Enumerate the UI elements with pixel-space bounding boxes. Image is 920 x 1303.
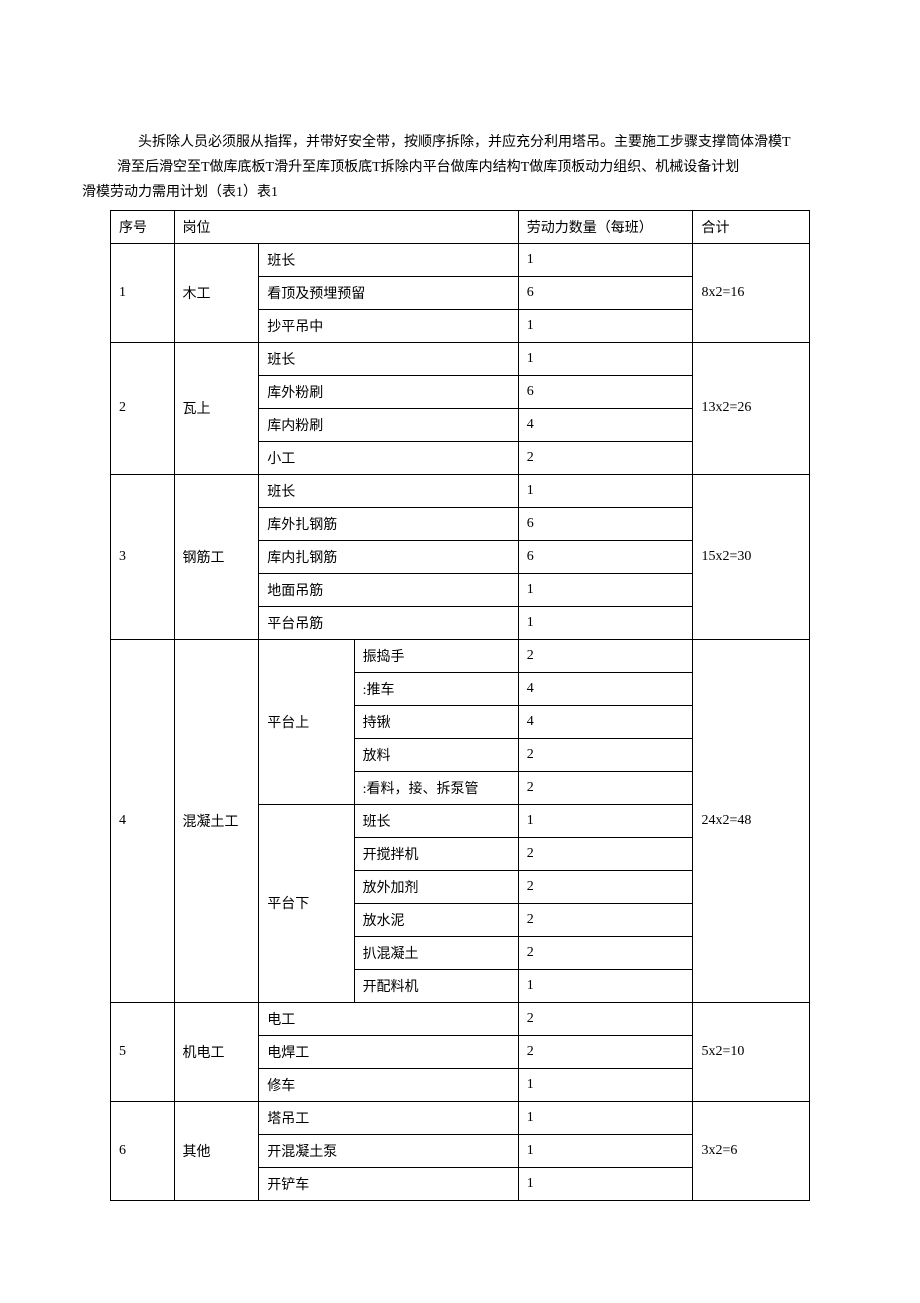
cell-sub: 班长: [259, 342, 518, 375]
cell-count: 1: [518, 309, 693, 342]
cell-sub: 扒混凝土: [354, 936, 518, 969]
cell-group: 平台下: [259, 804, 354, 1002]
cell-count: 6: [518, 276, 693, 309]
labor-plan-table: 序号岗位劳动力数量（每班）合计1木工班长18x2=16看顶及预埋预留6抄平吊中1…: [110, 210, 810, 1201]
cell-sub: 开铲车: [259, 1167, 518, 1200]
table-row: 2瓦上班长113x2=26: [111, 342, 810, 375]
table-row: 1木工班长18x2=16: [111, 243, 810, 276]
cell-total: 15x2=30: [693, 474, 810, 639]
cell-count: 2: [518, 441, 693, 474]
cell-total: 8x2=16: [693, 243, 810, 342]
cell-count: 6: [518, 375, 693, 408]
cell-count: 2: [518, 837, 693, 870]
cell-count: 2: [518, 771, 693, 804]
cell-sub: 地面吊筋: [259, 573, 518, 606]
cell-total: 24x2=48: [693, 639, 810, 1002]
cell-sub: 库外扎钢筋: [259, 507, 518, 540]
cell-sub: 开配料机: [354, 969, 518, 1002]
cell-sub: 塔吊工: [259, 1101, 518, 1134]
cell-sub: 抄平吊中: [259, 309, 518, 342]
cell-sub: :看料，接、拆泵管: [354, 771, 518, 804]
cell-role: 混凝土工: [174, 639, 259, 1002]
cell-sub: 电工: [259, 1002, 518, 1035]
cell-count: 1: [518, 969, 693, 1002]
table-row: 5机电工电工25x2=10: [111, 1002, 810, 1035]
cell-count: 1: [518, 573, 693, 606]
intro-line1: 头拆除人员必须服从指挥，并带好安全带，按顺序拆除，并应充分利用塔吊。主要施工步骤…: [138, 135, 791, 150]
cell-total: 13x2=26: [693, 342, 810, 474]
intro-paragraph: 头拆除人员必须服从指挥，并带好安全带，按顺序拆除，并应充分利用塔吊。主要施工步骤…: [110, 130, 810, 206]
cell-role: 机电工: [174, 1002, 259, 1101]
cell-count: 4: [518, 672, 693, 705]
cell-count: 1: [518, 1101, 693, 1134]
cell-sub: 库内粉刷: [259, 408, 518, 441]
table-row: 3钢筋工班长115x2=30: [111, 474, 810, 507]
cell-seq: 4: [111, 639, 175, 1002]
cell-seq: 3: [111, 474, 175, 639]
cell-role: 木工: [174, 243, 259, 342]
cell-role: 瓦上: [174, 342, 259, 474]
cell-sub: 放水泥: [354, 903, 518, 936]
cell-count: 2: [518, 1002, 693, 1035]
cell-sub: 持锹: [354, 705, 518, 738]
table-row: 4混凝土工平台上振捣手224x2=48: [111, 639, 810, 672]
cell-count: 1: [518, 342, 693, 375]
cell-sub: 班长: [354, 804, 518, 837]
cell-sub: 修车: [259, 1068, 518, 1101]
cell-count: 2: [518, 903, 693, 936]
cell-count: 2: [518, 1035, 693, 1068]
cell-count: 2: [518, 738, 693, 771]
cell-sub: 放外加剂: [354, 870, 518, 903]
cell-sub: 看顶及预埋预留: [259, 276, 518, 309]
header-total: 合计: [693, 210, 810, 243]
cell-count: 6: [518, 540, 693, 573]
cell-sub: 小工: [259, 441, 518, 474]
cell-sub: 库内扎钢筋: [259, 540, 518, 573]
cell-group: 平台上: [259, 639, 354, 804]
cell-total: 3x2=6: [693, 1101, 810, 1200]
cell-sub: 电焊工: [259, 1035, 518, 1068]
cell-count: 1: [518, 474, 693, 507]
cell-seq: 6: [111, 1101, 175, 1200]
cell-total: 5x2=10: [693, 1002, 810, 1101]
header-seq: 序号: [111, 210, 175, 243]
cell-seq: 5: [111, 1002, 175, 1101]
header-count: 劳动力数量（每班）: [518, 210, 693, 243]
intro-line2: 滑至后滑空至T做库底板T滑升至库顶板底T拆除内平台做库内结构T做库顶板动力组织、…: [110, 155, 810, 180]
cell-count: 1: [518, 1134, 693, 1167]
cell-sub: 振捣手: [354, 639, 518, 672]
cell-sub: 开混凝土泵: [259, 1134, 518, 1167]
cell-count: 2: [518, 639, 693, 672]
cell-count: 4: [518, 705, 693, 738]
cell-seq: 1: [111, 243, 175, 342]
cell-role: 其他: [174, 1101, 259, 1200]
cell-count: 1: [518, 1068, 693, 1101]
cell-count: 4: [518, 408, 693, 441]
cell-sub: :推车: [354, 672, 518, 705]
cell-count: 1: [518, 606, 693, 639]
cell-count: 1: [518, 243, 693, 276]
cell-count: 2: [518, 870, 693, 903]
table-header-row: 序号岗位劳动力数量（每班）合计: [111, 210, 810, 243]
cell-role: 钢筋工: [174, 474, 259, 639]
cell-sub: 班长: [259, 474, 518, 507]
intro-line3: 滑模劳动力需用计划（表1）表1: [110, 180, 810, 205]
cell-sub: 库外粉刷: [259, 375, 518, 408]
cell-sub: 放料: [354, 738, 518, 771]
cell-sub: 班长: [259, 243, 518, 276]
cell-count: 2: [518, 936, 693, 969]
table-row: 6其他塔吊工13x2=6: [111, 1101, 810, 1134]
header-role: 岗位: [174, 210, 518, 243]
cell-count: 1: [518, 1167, 693, 1200]
cell-seq: 2: [111, 342, 175, 474]
cell-sub: 平台吊筋: [259, 606, 518, 639]
cell-count: 1: [518, 804, 693, 837]
cell-sub: 开搅拌机: [354, 837, 518, 870]
cell-count: 6: [518, 507, 693, 540]
